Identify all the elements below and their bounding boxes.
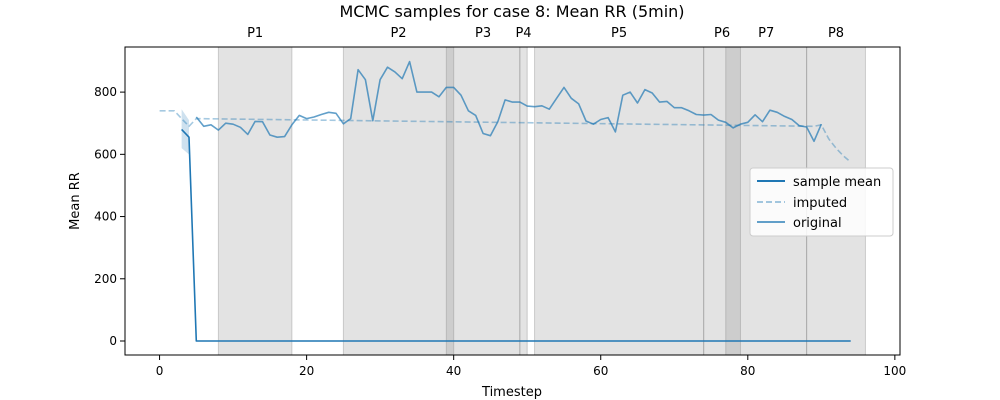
plot-frame (124, 46, 901, 356)
period-label-p3: P3 (475, 26, 491, 41)
x-axis: 0 20 40 60 80 100 (156, 355, 906, 378)
y-axis: 0 200 400 600 800 (94, 85, 125, 348)
y-tick-label: 800 (94, 85, 117, 99)
period-labels: P1 P2 P3 P4 P5 P6 P7 P8 (247, 26, 844, 41)
y-tick-label: 200 (94, 272, 117, 286)
y-tick-label: 600 (94, 147, 117, 161)
x-tick-label: 20 (299, 364, 314, 378)
period-shade-p5 (534, 46, 705, 356)
series-sample-mean (181, 128, 851, 342)
period-label-p6: P6 (714, 26, 730, 41)
x-tick-label: 60 (593, 364, 608, 378)
period-label-p2: P2 (390, 26, 406, 41)
legend-label-sample-mean: sample mean (793, 175, 881, 190)
y-axis-label: Mean RR (68, 172, 83, 230)
x-axis-label: Timestep (481, 385, 542, 400)
series-original (195, 60, 823, 143)
legend-label-imputed: imputed (793, 196, 847, 211)
uncertainty-band (181, 109, 189, 155)
period-shade-p3 (445, 46, 521, 356)
chart-title: MCMC samples for case 8: Mean RR (5min) (339, 2, 684, 21)
y-tick-label: 400 (94, 210, 117, 224)
period-label-p4: P4 (515, 26, 531, 41)
x-tick-label: 0 (156, 364, 164, 378)
series-imputed (159, 110, 852, 163)
x-tick-label: 40 (446, 364, 461, 378)
period-label-p1: P1 (247, 26, 263, 41)
sample-mean-band (181, 109, 189, 155)
legend-box (749, 167, 894, 237)
series-lines (159, 60, 852, 342)
legend-label-original: original (793, 216, 842, 231)
period-shade-p1 (217, 46, 293, 356)
x-tick-label: 80 (740, 364, 755, 378)
period-label-p8: P8 (828, 26, 844, 41)
period-shade-p4 (519, 46, 528, 356)
y-tick-label: 0 (109, 334, 117, 348)
period-label-p5: P5 (611, 26, 627, 41)
period-shade-p2 (342, 46, 455, 356)
legend: sample mean imputed original (749, 167, 894, 237)
x-tick-label: 100 (883, 364, 906, 378)
period-label-p7: P7 (758, 26, 774, 41)
